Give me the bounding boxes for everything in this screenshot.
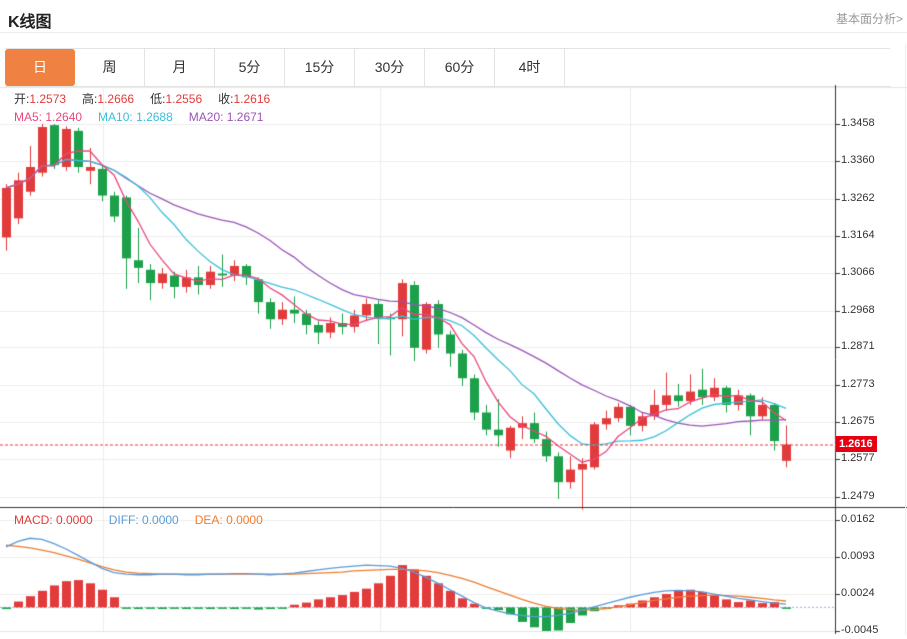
legend-label: 收: <box>218 92 234 106</box>
legend-item-MA5: MA5: 1.2640 <box>14 110 82 124</box>
legend-label: DIFF: <box>108 513 143 527</box>
legend-label: MACD: <box>14 513 56 527</box>
legend-value: 0.0000 <box>226 513 263 527</box>
legend-value: 1.2616 <box>233 92 271 106</box>
legend-label: 开: <box>14 92 30 106</box>
legend-item-MACD: MACD: 0.0000 <box>14 513 93 527</box>
legend-item-DEA: DEA: 0.0000 <box>195 513 263 527</box>
main-axis-tick-label: 1.2675 <box>841 415 875 428</box>
legend-label: DEA: <box>194 513 227 527</box>
legend-item-低: 低:1.2556 <box>150 92 202 106</box>
main-axis-tick-label: 1.3066 <box>841 266 875 279</box>
legend-item-开: 开:1.2573 <box>14 92 66 106</box>
legend-item-MA20: MA20: 1.2671 <box>189 110 264 124</box>
main-axis-tick-label: 1.2871 <box>841 340 875 353</box>
main-axis-tick-label: 1.3458 <box>841 117 875 129</box>
legend-value: 1.2573 <box>29 92 67 106</box>
macd-axis-tick-label: -0.0045 <box>841 624 879 637</box>
legend-label: 高: <box>82 92 98 106</box>
legend-label: 低: <box>150 92 166 106</box>
main-axis-tick-label: 1.2773 <box>841 377 875 390</box>
main-axis-tick-label: 1.2968 <box>841 303 875 316</box>
legend-item-高: 高:1.2666 <box>82 92 134 106</box>
main-axis-tick-label: 1.2479 <box>841 489 875 502</box>
legend-label: MA10: <box>98 110 137 124</box>
legend-value: 1.2556 <box>165 92 203 106</box>
macd-legend: MACD: 0.0000 DIFF: 0.0000 DEA: 0.0000 <box>14 513 279 527</box>
widget-right-border <box>905 44 906 635</box>
legend-item-MA10: MA10: 1.2688 <box>98 110 173 124</box>
ohlc-legend: 开:1.2573 高:1.2666 低:1.2556 收:1.2616 <box>14 90 286 107</box>
legend-value: 1.2688 <box>136 110 173 124</box>
legend-value: 0.0000 <box>56 513 93 527</box>
current-price-marker: 1.2616 <box>836 436 877 453</box>
legend-label: MA5: <box>14 110 46 124</box>
legend-item-DIFF: DIFF: 0.0000 <box>109 513 179 527</box>
legend-value: 0.0000 <box>142 513 179 527</box>
macd-axis-tick-label: 0.0162 <box>841 513 875 526</box>
legend-value: 1.2640 <box>45 110 83 124</box>
ma-legend: MA5: 1.2640 MA10: 1.2688 MA20: 1.2671 <box>14 110 279 124</box>
legend-value: 1.2666 <box>97 92 135 106</box>
main-axis-tick-label: 1.3164 <box>841 228 875 241</box>
legend-value: 1.2671 <box>226 110 264 124</box>
main-axis-tick-label: 1.3360 <box>841 154 875 167</box>
macd-axis-tick-label: 0.0093 <box>841 550 875 563</box>
legend-item-收: 收:1.2616 <box>218 92 270 106</box>
main-axis-tick-label: 1.3262 <box>841 191 875 204</box>
main-axis-tick-label: 1.2577 <box>841 452 875 465</box>
legend-label: MA20: <box>188 110 227 124</box>
macd-axis-tick-label: 0.0024 <box>841 587 875 600</box>
